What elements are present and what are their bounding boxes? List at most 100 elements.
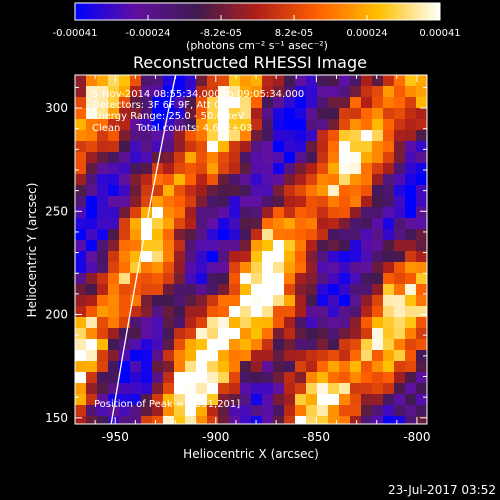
heatmap-cell [152,174,163,185]
heatmap-cell [383,130,394,141]
heatmap-cell [394,361,405,372]
heatmap-cell [273,218,284,229]
heatmap-cell [273,119,284,130]
heatmap-cell [350,284,361,295]
heatmap-cell [174,339,185,350]
heatmap-cell [86,306,97,317]
heatmap-cell [416,229,427,240]
heatmap-cell [218,317,229,328]
heatmap-cell [196,251,207,262]
heatmap-cell [218,218,229,229]
heatmap-cell [383,108,394,119]
heatmap-cell [416,372,427,383]
heatmap-cell [163,394,174,405]
heatmap-cell [196,317,207,328]
heatmap-cell [339,262,350,273]
heatmap-cell [405,306,416,317]
x-tick-label: -900 [202,430,229,444]
heatmap-cell [361,350,372,361]
heatmap-cell [119,372,130,383]
heatmap-cell [152,350,163,361]
heatmap-cell [394,207,405,218]
heatmap-cell [405,75,416,86]
heatmap-cell [361,328,372,339]
heatmap-cell [108,240,119,251]
heatmap-cell [416,86,427,97]
heatmap-cell [130,229,141,240]
heatmap-cell [273,229,284,240]
heatmap-cell [284,350,295,361]
heatmap-cell [141,416,152,424]
heatmap-cell [262,218,273,229]
heatmap-cell [317,119,328,130]
heatmap-cell [185,372,196,383]
heatmap-cell [207,306,218,317]
heatmap-cell [383,273,394,284]
heatmap-cell [119,251,130,262]
heatmap-cell [273,339,284,350]
heatmap-cell [141,130,152,141]
colorbar-tick-label: 0.00041 [419,28,460,39]
heatmap-cell [75,185,86,196]
heatmap-cell [317,196,328,207]
heatmap-cell [251,328,262,339]
heatmap-cell [163,372,174,383]
heatmap-cell [295,130,306,141]
heatmap-cell [163,108,174,119]
heatmap-cell [251,361,262,372]
heatmap-cell [152,86,163,97]
heatmap-cell [405,218,416,229]
heatmap-cell [130,130,141,141]
heatmap-cell [394,350,405,361]
heatmap-cell [405,130,416,141]
heatmap-cell [97,75,108,86]
heatmap-cell [317,174,328,185]
heatmap-cell [273,328,284,339]
heatmap-cell [86,130,97,141]
heatmap-cell [75,97,86,108]
heatmap-cell [196,207,207,218]
heatmap-cell [86,361,97,372]
heatmap-cell [262,75,273,86]
heatmap-cell [218,383,229,394]
heatmap-cell [163,218,174,229]
heatmap-cell [273,361,284,372]
heatmap-cell [152,196,163,207]
heatmap-cell [207,130,218,141]
heatmap-cell [174,174,185,185]
heatmap-cell [163,119,174,130]
chart-title: Reconstructed RHESSI Image [133,53,367,72]
heatmap-cell [218,273,229,284]
heatmap-cell [383,174,394,185]
heatmap-cell [240,240,251,251]
heatmap-cell [295,416,306,424]
heatmap-cell [130,284,141,295]
heatmap-cell [130,97,141,108]
heatmap-cell [416,75,427,86]
heatmap-cell [317,75,328,86]
heatmap-cell [229,240,240,251]
heatmap-cell [405,284,416,295]
x-tick-label: -850 [303,430,330,444]
heatmap-cell [152,130,163,141]
heatmap-cell [317,317,328,328]
heatmap-cell [75,240,86,251]
heatmap-cell [262,295,273,306]
heatmap-cell [383,163,394,174]
heatmap-cell [174,306,185,317]
heatmap-cell [196,75,207,86]
heatmap-cell [218,328,229,339]
heatmap-cell [372,295,383,306]
heatmap-cell [416,207,427,218]
heatmap-cell [306,152,317,163]
heatmap-cell [383,218,394,229]
heatmap-cell [108,284,119,295]
heatmap-cell [372,328,383,339]
heatmap-cell [339,207,350,218]
heatmap-cell [416,328,427,339]
heatmap-cell [251,306,262,317]
heatmap-cell [97,405,108,416]
heatmap-cell [295,218,306,229]
heatmap-cell [372,262,383,273]
heatmap-cell [185,185,196,196]
